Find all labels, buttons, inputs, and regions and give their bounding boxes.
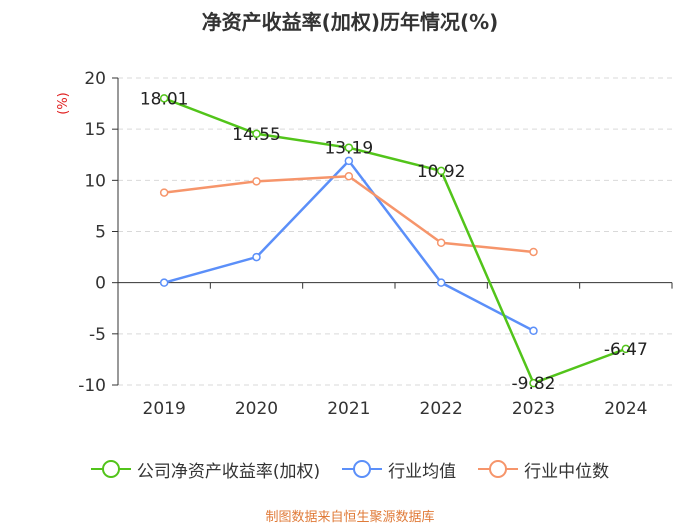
data-point [529,326,538,336]
series-line-0 [163,97,627,385]
grid-lines [118,77,672,386]
legend: 公司净资产收益率(加权) 行业均值 行业中位数 [0,454,700,484]
source-note: 制图数据来自恒生聚源数据库 [265,510,435,525]
legend-marker-icon [478,460,519,478]
data-point [344,171,354,181]
legend-label: 行业均值 [388,461,457,482]
data-point [159,278,169,287]
data-point [436,166,446,176]
data-point [252,129,261,139]
series-line-2 [164,174,534,254]
legend-item[interactable]: 行业中位数 [478,457,609,482]
data-point [159,188,169,197]
data-point [529,378,538,388]
y-tick-label: 0 [95,274,106,294]
data-point [252,252,261,262]
x-tick-label: 2019 [143,399,186,419]
y-tick-label: 15 [84,120,106,140]
data-point [252,177,261,186]
data-point [621,344,631,354]
y-tick-label: 20 [84,69,106,89]
chart-title: 净资产收益率(加权)历年情况(%) [201,10,499,34]
data-point [529,247,538,257]
data-point [344,156,354,166]
legend-label: 行业中位数 [524,461,610,482]
legend-marker-icon [342,460,383,478]
y-tick-label: 5 [95,223,106,243]
legend-item[interactable]: 行业均值 [342,457,456,482]
data-point [436,278,446,287]
x-tick-label: 2024 [604,399,647,419]
y-tick-label: -10 [78,376,106,396]
data-point [159,94,169,103]
data-label: -6.47 [604,340,648,360]
x-tick-label: 2023 [512,399,555,419]
series-lines [159,94,631,388]
axes: 20 15 10 5 0 -5 -10 2019 2020 2021 2022 2023 2024 [78,69,673,419]
data-labels: 18.01 14.55 13.19 10.92 -9.82 -6.47 [140,89,648,394]
x-tick-label: 2020 [235,399,278,419]
data-label: -9.82 [512,374,556,394]
legend-marker-icon [90,460,131,478]
data-label: 18.01 [140,89,189,109]
x-tick-label: 2021 [327,399,370,419]
legend-item[interactable]: 公司净资产收益率(加权) [90,457,321,482]
data-label: 13.19 [324,139,373,159]
x-tick-label: 2022 [420,399,463,419]
data-point [344,143,354,152]
legend-label: 公司净资产收益率(加权) [136,461,321,482]
data-label: 10.92 [417,162,466,182]
y-tick-label: -5 [89,325,106,345]
data-point [436,238,446,248]
data-label: 14.55 [232,125,281,145]
y-tick-label: 10 [84,171,106,191]
